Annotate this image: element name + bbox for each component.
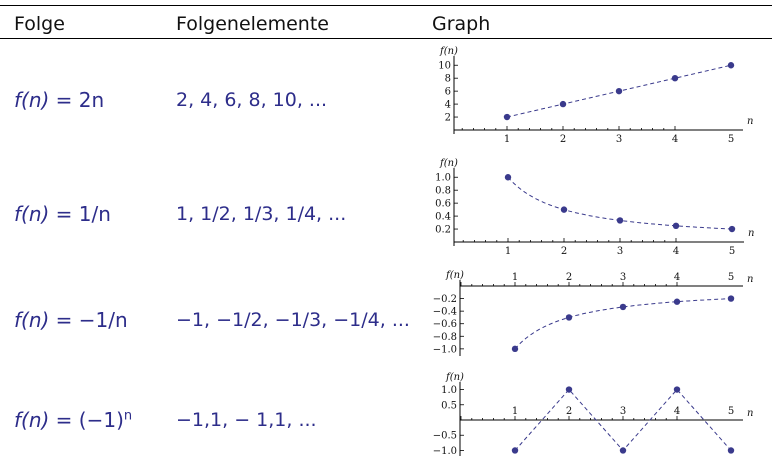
header-rule xyxy=(0,38,772,39)
y-tick-label: −1.0 xyxy=(433,446,457,457)
x-axis-label: n xyxy=(747,274,753,285)
formula-row-4: f(n) = (−1)n xyxy=(14,408,132,432)
y-tick-label: −0.8 xyxy=(433,332,457,343)
data-point xyxy=(619,447,627,454)
graph-2n: 1 2 3 4 5 2 4 6 8 10 f(n) n xyxy=(438,46,753,145)
data-point xyxy=(728,225,736,233)
data-point xyxy=(511,447,519,454)
data-point xyxy=(727,447,735,454)
x-tick-label: 1 xyxy=(505,246,511,257)
formula-row-1: f(n) = 2n xyxy=(14,88,104,112)
x-axis-label: n xyxy=(747,408,753,419)
data-point xyxy=(673,298,681,305)
x-tick-label: 5 xyxy=(728,272,734,283)
x-tick-label: 5 xyxy=(728,134,734,145)
y-axis-label: f(n) xyxy=(445,372,464,383)
x-tick-label: 3 xyxy=(616,134,622,145)
formula-prefix: f(n) = xyxy=(14,408,79,432)
y-axis-label: f(n) xyxy=(445,270,464,281)
x-tick-label: 5 xyxy=(729,246,735,257)
x-tick-label: 2 xyxy=(561,246,567,257)
y-tick-label: 10 xyxy=(438,61,451,72)
header-folge: Folge xyxy=(14,13,65,35)
top-rule xyxy=(0,5,772,6)
y-tick-label: 0.4 xyxy=(435,212,451,223)
y-tick-label: 0.2 xyxy=(435,225,451,236)
x-tick-label: 3 xyxy=(617,246,623,257)
data-point xyxy=(504,174,512,181)
x-tick-label: 3 xyxy=(620,272,626,283)
x-tick-label: 2 xyxy=(566,406,572,417)
data-point xyxy=(511,345,519,353)
data-point xyxy=(565,314,573,321)
x-tick-label: 4 xyxy=(673,246,679,257)
x-tick-label: 1 xyxy=(504,134,510,145)
series-line xyxy=(514,298,732,350)
formula-body: −1/n xyxy=(78,308,128,332)
graph-minus-1-power-n: 1 2 3 4 5 1.0 0.5 −0.5 −1.0 f(n) n xyxy=(433,372,754,457)
x-tick-label: 4 xyxy=(672,134,678,145)
formula-row-3: f(n) = −1/n xyxy=(14,308,128,332)
formula-prefix: f(n) = xyxy=(14,202,79,226)
y-tick-label: 6 xyxy=(445,87,451,98)
x-tick-label: 4 xyxy=(674,406,680,417)
graph-minus-1-over-n: 1 2 3 4 5 −0.2 −0.4−0.6 −0.8−1.0 f(n) n xyxy=(433,270,753,356)
elements-row-1: 2, 4, 6, 8, 10, ... xyxy=(176,89,328,111)
y-tick-label: −0.2 xyxy=(433,294,457,305)
data-point xyxy=(727,295,735,302)
x-axis-label: n xyxy=(747,116,753,127)
y-tick-label: 1.0 xyxy=(435,173,451,184)
x-tick-label: 1 xyxy=(512,272,518,283)
y-tick-label: 1.0 xyxy=(441,385,457,396)
y-tick-label: −0.6 xyxy=(433,319,457,330)
data-point xyxy=(671,74,679,82)
data-point xyxy=(619,303,627,311)
header-graph: Graph xyxy=(432,13,491,35)
y-tick-label: 8 xyxy=(445,74,451,85)
x-tick-label: 2 xyxy=(560,134,566,145)
header-folgenelemente: Folgenelemente xyxy=(176,13,329,35)
y-tick-label: 2 xyxy=(445,113,451,124)
data-point xyxy=(672,222,680,230)
formula-body: 2n xyxy=(78,88,105,112)
y-tick-label: 4 xyxy=(445,100,451,111)
data-point xyxy=(560,206,568,213)
x-tick-label: 4 xyxy=(674,272,680,283)
data-point xyxy=(503,113,511,121)
graph-1-over-n: 1 2 3 4 5 0.2 0.4 0.6 0.8 1.0 f(n) n xyxy=(435,158,754,257)
elements-row-2: 1, 1/2, 1/3, 1/4, ... xyxy=(176,203,347,225)
y-axis-label: f(n) xyxy=(439,158,458,169)
y-axis-label: f(n) xyxy=(439,46,458,57)
y-tick-label: −0.5 xyxy=(433,431,457,442)
x-axis-label: n xyxy=(748,228,754,239)
y-tick-label: 0.6 xyxy=(435,199,451,210)
x-tick-label: 2 xyxy=(566,272,572,283)
y-tick-label: 0.8 xyxy=(435,186,451,197)
formula-row-2: f(n) = 1/n xyxy=(14,202,111,226)
x-tick-label: 3 xyxy=(620,406,626,417)
data-point xyxy=(673,386,681,393)
y-tick-label: 0.5 xyxy=(441,400,457,411)
y-tick-label: −1.0 xyxy=(433,344,457,355)
elements-row-4: −1,1, − 1,1, ... xyxy=(176,409,317,431)
formula-body: 1/n xyxy=(78,202,111,226)
formula-body: (−1) xyxy=(78,408,124,432)
elements-row-3: −1, −1/2, −1/3, −1/4, ... xyxy=(176,309,410,331)
formula-prefix: f(n) = xyxy=(14,308,79,332)
data-point xyxy=(559,100,567,108)
data-point xyxy=(615,87,623,95)
formula-exponent: n xyxy=(123,408,133,424)
x-tick-label: 5 xyxy=(728,406,734,417)
y-tick-label: −0.4 xyxy=(433,307,457,318)
data-point xyxy=(565,386,573,393)
data-point xyxy=(727,62,735,69)
formula-prefix: f(n) = xyxy=(14,88,79,112)
data-point xyxy=(616,217,624,224)
x-tick-label: 1 xyxy=(512,406,518,417)
